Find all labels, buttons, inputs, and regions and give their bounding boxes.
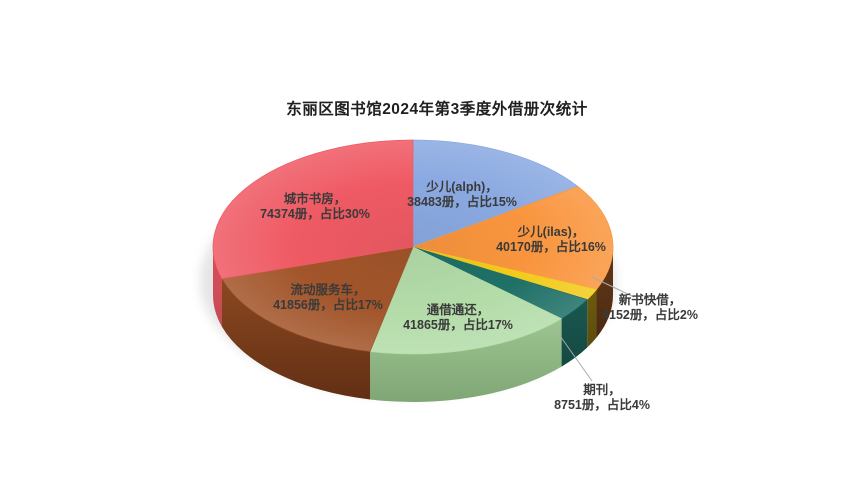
pie-slice-流动服务车[interactable] — [221, 246, 414, 352]
pie-slice-少儿(alph)[interactable] — [412, 139, 579, 248]
pie-slice-城市书房[interactable] — [212, 139, 414, 280]
pie-slice-side-城市书房 — [213, 247, 222, 327]
chart-title: 东丽区图书馆2024年第3季度外借册次统计 — [286, 101, 588, 118]
pie-slice-side-新书快借 — [587, 289, 597, 348]
slice-label-新书快借: 新书快借， 4152册，占比2% — [602, 292, 698, 322]
pie-slice-少儿(ilas)[interactable] — [411, 185, 614, 290]
slice-label-少儿(alph): 少儿(alph)， 38483册，占比15% — [407, 179, 517, 209]
pie-slice-side-流动服务车 — [221, 278, 371, 400]
pie-slice-通借通还[interactable] — [369, 246, 563, 355]
slice-label-通借通还: 通借通还， 41865册，占比17% — [403, 302, 513, 332]
slice-label-流动服务车: 流动服务车， 41856册，占比17% — [273, 282, 383, 312]
slice-label-期刊: 期刊， 8751册，占比4% — [554, 382, 650, 412]
slice-label-少儿(ilas): 少儿(ilas)， 40170册，占比16% — [496, 224, 606, 254]
leader-line-期刊 — [557, 332, 593, 382]
pie-slice-side-期刊 — [561, 299, 588, 367]
slice-label-城市书房: 城市书房， 74374册，占比30% — [260, 191, 370, 221]
leader-line-新书快借 — [591, 276, 635, 298]
